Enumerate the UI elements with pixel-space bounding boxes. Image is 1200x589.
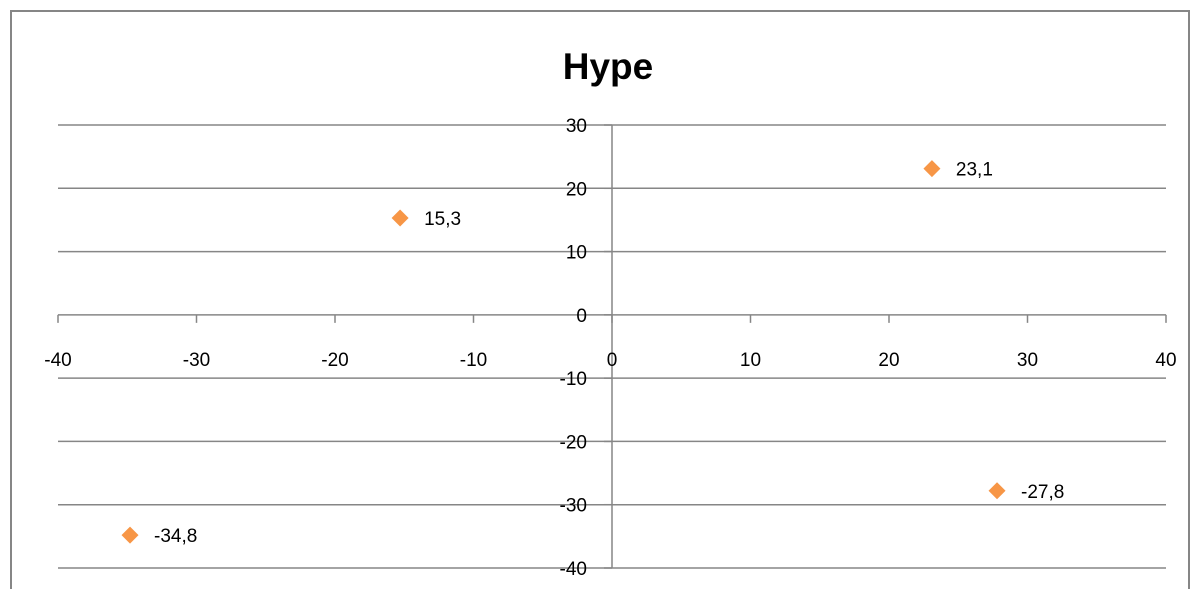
data-points	[121, 160, 1006, 544]
x-tick-label: -30	[183, 350, 210, 371]
x-tick-label: -20	[321, 350, 348, 371]
data-point-marker	[391, 209, 409, 227]
data-label: -34,8	[154, 526, 197, 547]
tick-labels: -40 -30 -20 -10 0 10 20 30 40 -40 -30 -20 -10 0 10 20 30	[44, 116, 1176, 580]
y-tick-label: -40	[560, 559, 587, 580]
data-label: -27,8	[1021, 482, 1064, 503]
data-point-marker	[923, 160, 941, 178]
data-point-marker	[988, 482, 1006, 500]
x-tick-label: 10	[740, 350, 761, 371]
x-tick-label: 0	[607, 350, 618, 371]
data-labels: 23,1 15,3 -27,8 -34,8	[154, 160, 1064, 547]
x-tick-label: -10	[460, 350, 487, 371]
y-tick-label: -20	[560, 432, 587, 453]
y-tick-label: 20	[566, 179, 587, 200]
y-tick-label: -30	[560, 496, 587, 517]
chart-title: Hype	[563, 46, 653, 87]
axes	[57, 124, 1167, 569]
y-tick-label: 30	[566, 116, 587, 137]
y-tick-label: -10	[560, 369, 587, 390]
x-tick-label: 20	[878, 350, 899, 371]
data-label: 23,1	[956, 160, 993, 181]
data-label: 15,3	[424, 209, 461, 230]
x-tick-label: -40	[44, 350, 71, 371]
data-point-marker	[121, 526, 139, 544]
x-tick-label: 30	[1017, 350, 1038, 371]
y-tick-label: 0	[576, 306, 587, 327]
y-tick-label: 10	[566, 243, 587, 264]
x-tick-label: 40	[1155, 350, 1176, 371]
